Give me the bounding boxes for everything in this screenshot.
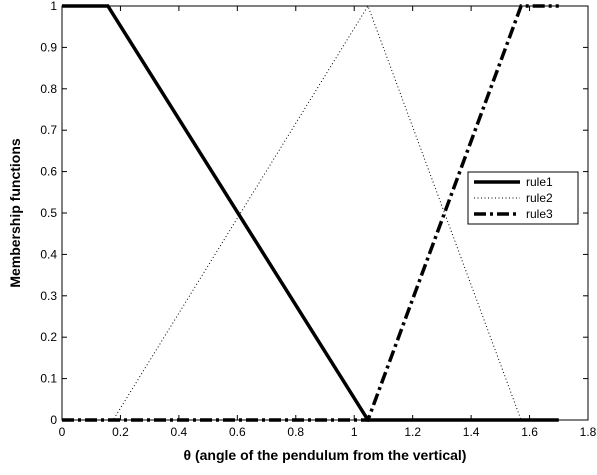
series-line [62, 4, 559, 421]
x-tick-label: 0.2 [112, 425, 129, 439]
y-tick-label: 1 [50, 0, 57, 13]
y-tick-label: 0.1 [40, 372, 57, 386]
x-tick-label: 1.8 [580, 425, 597, 439]
series-line [62, 4, 559, 422]
x-tick-label: 1.6 [521, 425, 538, 439]
x-tick-label: 0 [59, 425, 66, 439]
x-tick-label: 0.8 [287, 425, 304, 439]
y-axis-label: Membership functions [7, 138, 23, 288]
x-tick-label: 1.4 [463, 425, 480, 439]
y-tick-label: 0.7 [40, 123, 57, 137]
x-axis-label: θ (angle of the pendulum from the vertic… [184, 447, 467, 463]
y-tick-label: 0.6 [40, 165, 57, 179]
y-tick-label: 0.5 [40, 206, 57, 220]
x-tick-label: 1 [351, 425, 358, 439]
y-tick-label: 0 [50, 413, 57, 427]
legend-label: rule2 [526, 191, 553, 205]
x-tick-label: 0.6 [229, 425, 246, 439]
x-tick-label: 1.2 [404, 425, 421, 439]
y-tick-label: 0.8 [40, 82, 57, 96]
legend-label: rule1 [526, 175, 553, 189]
y-tick-label: 0.4 [40, 247, 57, 261]
y-tick-label: 0.9 [40, 40, 57, 54]
y-tick-label: 0.2 [40, 330, 57, 344]
x-tick-label: 0.4 [171, 425, 188, 439]
y-tick-label: 0.3 [40, 289, 57, 303]
legend-label: rule3 [526, 207, 553, 221]
series-line [62, 4, 559, 422]
